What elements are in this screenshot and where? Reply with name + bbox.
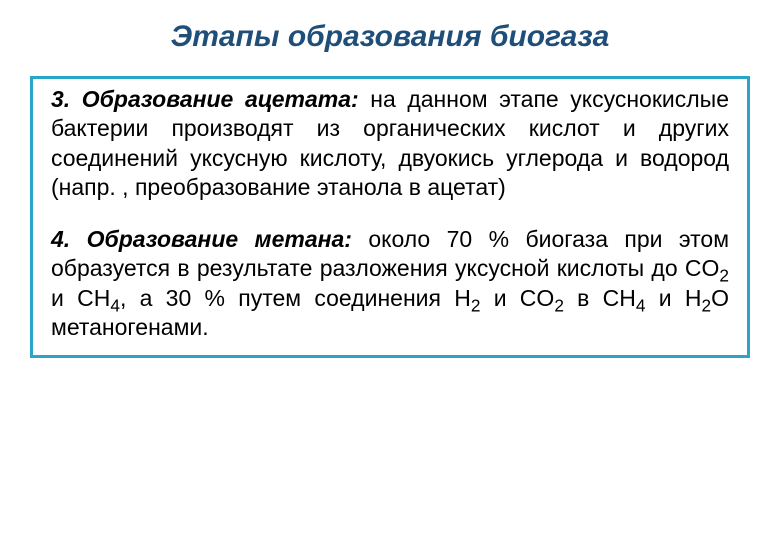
sub-5: 2 xyxy=(701,295,711,315)
item-4-body-3: и CO xyxy=(480,285,554,311)
item-4: 4. Образование метана: около 70 % биогаз… xyxy=(51,225,729,343)
sub-3: 2 xyxy=(554,295,564,315)
item-4-body-5: и H xyxy=(645,285,701,311)
item-4-body-2: , а 30 % путем соединения H xyxy=(120,285,471,311)
item-4-number: 4. xyxy=(51,226,70,252)
item-3: 3. Образование ацетата: на данном этапе … xyxy=(51,85,729,203)
sub-1: 4 xyxy=(110,295,120,315)
sub-0: 2 xyxy=(719,266,729,286)
item-4-term: Образование метана: xyxy=(87,226,352,252)
item-3-number: 3. xyxy=(51,86,70,112)
item-4-body-1: и CH xyxy=(51,285,110,311)
sub-2: 2 xyxy=(471,295,481,315)
item-4-body-4: в CH xyxy=(564,285,636,311)
slide-title: Этапы образования биогаза xyxy=(30,20,750,54)
content-box: 3. Образование ацетата: на данном этапе … xyxy=(30,76,750,358)
item-3-term: Образование ацетата: xyxy=(82,86,359,112)
